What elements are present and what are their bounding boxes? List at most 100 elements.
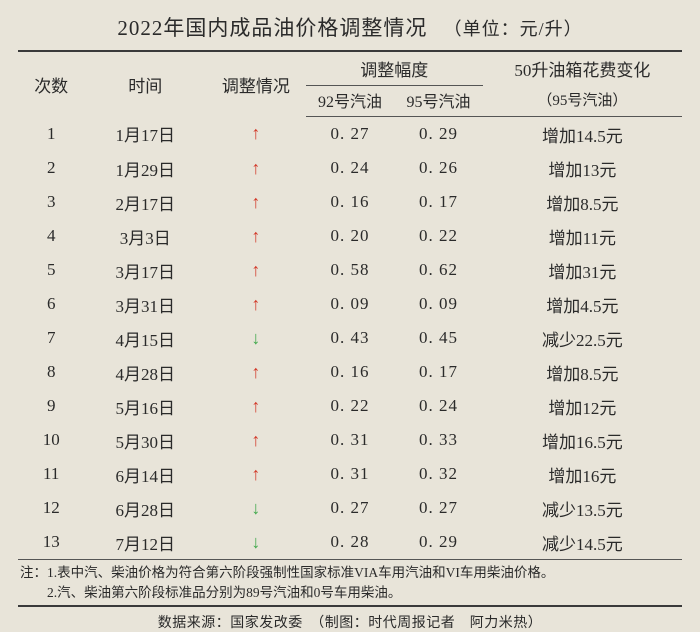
arrow-up-icon: ↑: [206, 457, 306, 491]
cell-g92: 0. 16: [306, 355, 395, 389]
arrow-up-icon: ↑: [206, 389, 306, 423]
cell-g95: 0. 45: [394, 321, 483, 355]
cell-g92: 0. 27: [306, 117, 395, 152]
table-row: 95月16日↑0. 220. 24增加12元: [18, 389, 682, 423]
cell-date: 4月28日: [84, 355, 206, 389]
cell-date: 3月3日: [84, 219, 206, 253]
arrow-up-icon: ↑: [206, 355, 306, 389]
table-row: 53月17日↑0. 580. 62增加31元: [18, 253, 682, 287]
table-row: 32月17日↑0. 160. 17增加8.5元: [18, 185, 682, 219]
table-row: 11月17日↑0. 270. 29增加14.5元: [18, 117, 682, 152]
cell-date: 5月16日: [84, 389, 206, 423]
table-row: 126月28日↓0. 270. 27减少13.5元: [18, 491, 682, 525]
cell-g92: 0. 16: [306, 185, 395, 219]
page-title: 2022年国内成品油价格调整情况 （单位：元/升）: [18, 12, 682, 50]
cell-date: 2月17日: [84, 185, 206, 219]
cell-g95: 0. 62: [394, 253, 483, 287]
table-row: 105月30日↑0. 310. 33增加16.5元: [18, 423, 682, 457]
cell-g92: 0. 58: [306, 253, 395, 287]
cell-idx: 10: [18, 423, 84, 457]
cell-g95: 0. 24: [394, 389, 483, 423]
cell-idx: 7: [18, 321, 84, 355]
th-dir: 调整情况: [206, 51, 306, 117]
th-g95: 95号汽油: [394, 86, 483, 117]
cell-date: 3月17日: [84, 253, 206, 287]
cell-g92: 0. 24: [306, 151, 395, 185]
cell-cost: 增加31元: [483, 253, 682, 287]
arrow-up-icon: ↑: [206, 151, 306, 185]
price-table: 次数 时间 调整情况 调整幅度 50升油箱花费变化 92号汽油 95号汽油 （9…: [18, 50, 682, 560]
cell-idx: 13: [18, 525, 84, 560]
footnote-1: 注：1.表中汽、柴油价格为符合第六阶段强制性国家标准VIA车用汽油和VI车用柴油…: [20, 563, 682, 583]
cell-cost: 减少13.5元: [483, 491, 682, 525]
table-row: 74月15日↓0. 430. 45减少22.5元: [18, 321, 682, 355]
cell-g92: 0. 20: [306, 219, 395, 253]
cell-idx: 9: [18, 389, 84, 423]
table-row: 116月14日↑0. 310. 32增加16元: [18, 457, 682, 491]
arrow-down-icon: ↓: [206, 525, 306, 560]
footnote-2: 2.汽、柴油第六阶段标准品分别为89号汽油和0号车用柴油。: [20, 583, 682, 603]
cell-g92: 0. 27: [306, 491, 395, 525]
cell-idx: 5: [18, 253, 84, 287]
cell-idx: 2: [18, 151, 84, 185]
cell-g92: 0. 28: [306, 525, 395, 560]
arrow-up-icon: ↑: [206, 287, 306, 321]
arrow-up-icon: ↑: [206, 219, 306, 253]
title-main: 2022年国内成品油价格调整情况: [117, 16, 427, 40]
cell-idx: 4: [18, 219, 84, 253]
cell-date: 6月14日: [84, 457, 206, 491]
cell-g95: 0. 29: [394, 525, 483, 560]
footnotes: 注：1.表中汽、柴油价格为符合第六阶段强制性国家标准VIA车用汽油和VI车用柴油…: [18, 560, 682, 607]
cell-cost: 增加11元: [483, 219, 682, 253]
cell-cost: 减少22.5元: [483, 321, 682, 355]
cell-g95: 0. 17: [394, 185, 483, 219]
cell-g95: 0. 26: [394, 151, 483, 185]
cell-cost: 减少14.5元: [483, 525, 682, 560]
cell-g95: 0. 27: [394, 491, 483, 525]
cell-date: 6月28日: [84, 491, 206, 525]
cell-cost: 增加16.5元: [483, 423, 682, 457]
cell-date: 1月17日: [84, 117, 206, 152]
cell-idx: 12: [18, 491, 84, 525]
cell-cost: 增加14.5元: [483, 117, 682, 152]
cell-idx: 3: [18, 185, 84, 219]
cell-idx: 1: [18, 117, 84, 152]
cell-date: 5月30日: [84, 423, 206, 457]
th-idx: 次数: [18, 51, 84, 117]
cell-g92: 0. 22: [306, 389, 395, 423]
arrow-up-icon: ↑: [206, 423, 306, 457]
arrow-up-icon: ↑: [206, 185, 306, 219]
cell-g92: 0. 31: [306, 457, 395, 491]
table-row: 137月12日↓0. 280. 29减少14.5元: [18, 525, 682, 560]
cell-cost: 增加8.5元: [483, 185, 682, 219]
cell-g95: 0. 17: [394, 355, 483, 389]
cell-cost: 增加12元: [483, 389, 682, 423]
table-body: 11月17日↑0. 270. 29增加14.5元21月29日↑0. 240. 2…: [18, 117, 682, 560]
th-cost-sub: （95号汽油）: [483, 86, 682, 117]
th-date: 时间: [84, 51, 206, 117]
cell-date: 4月15日: [84, 321, 206, 355]
cell-date: 1月29日: [84, 151, 206, 185]
cell-g92: 0. 09: [306, 287, 395, 321]
th-cost-main: 50升油箱花费变化: [483, 51, 682, 86]
th-g92: 92号汽油: [306, 86, 395, 117]
table-row: 63月31日↑0. 090. 09增加4.5元: [18, 287, 682, 321]
source-line: 数据来源：国家发改委 （制图：时代周报记者 阿力米热）: [18, 607, 682, 632]
cell-cost: 增加16元: [483, 457, 682, 491]
cell-g92: 0. 43: [306, 321, 395, 355]
cell-cost: 增加4.5元: [483, 287, 682, 321]
cell-date: 7月12日: [84, 525, 206, 560]
table-row: 43月3日↑0. 200. 22增加11元: [18, 219, 682, 253]
th-amp: 调整幅度: [306, 51, 483, 86]
cell-g95: 0. 09: [394, 287, 483, 321]
table-row: 21月29日↑0. 240. 26增加13元: [18, 151, 682, 185]
table-container: 2022年国内成品油价格调整情况 （单位：元/升） 次数 时间 调整情况 调整幅…: [0, 0, 700, 543]
title-unit: （单位：元/升）: [444, 19, 583, 39]
cell-cost: 增加13元: [483, 151, 682, 185]
arrow-down-icon: ↓: [206, 491, 306, 525]
cell-idx: 8: [18, 355, 84, 389]
cell-date: 3月31日: [84, 287, 206, 321]
cell-g92: 0. 31: [306, 423, 395, 457]
arrow-up-icon: ↑: [206, 117, 306, 152]
cell-cost: 增加8.5元: [483, 355, 682, 389]
